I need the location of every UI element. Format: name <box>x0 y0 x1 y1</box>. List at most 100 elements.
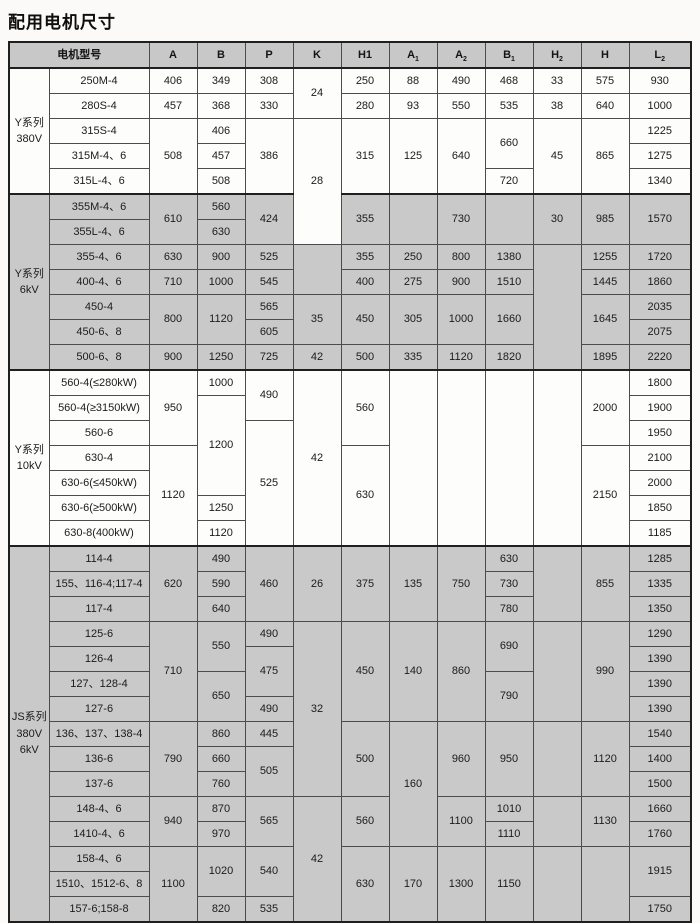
table-cell: 490 <box>436 67 486 94</box>
table-cell: 136-6 <box>48 746 150 772</box>
table-cell: 565 <box>244 294 294 320</box>
table-cell: 630 <box>148 244 198 270</box>
table-row: 126-4 475 1390 <box>9 646 692 697</box>
table-cell: 42 <box>292 344 342 371</box>
column-header: B1 <box>484 41 534 69</box>
table-cell: 280S-4 <box>48 93 150 119</box>
table-cell: 24 <box>292 67 342 119</box>
table-cell: 630-8(400kW) <box>48 520 150 547</box>
table-cell: 1915 <box>628 846 692 897</box>
table-cell: 406 <box>148 67 198 94</box>
table-cell: 1000 <box>436 294 486 345</box>
table-cell: 865 <box>580 118 630 195</box>
table-cell: 720 <box>484 168 534 195</box>
table-cell: 148-4、6 <box>48 796 150 822</box>
table-cell-empty <box>388 369 438 547</box>
table-cell: 630-4 <box>48 445 150 471</box>
table-cell: 136、137、138-4 <box>48 721 150 747</box>
table-cell: 28 <box>292 118 342 245</box>
table-cell-empty <box>292 244 342 295</box>
table-cell: 1225 <box>628 118 692 144</box>
table-cell: 560-4(≤280kW) <box>48 369 150 396</box>
table-row: 137-6 760 1500 <box>9 771 692 797</box>
table-cell: 1900 <box>628 395 692 421</box>
table-cell: 450 <box>340 621 390 722</box>
table-cell: 125-6 <box>48 621 150 647</box>
table-cell: 1400 <box>628 746 692 772</box>
table-cell: 560 <box>196 193 246 220</box>
table-cell: 1290 <box>628 621 692 647</box>
table-cell: 508 <box>196 168 246 195</box>
table-cell: 368 <box>196 93 246 119</box>
table-cell: 605 <box>244 319 294 345</box>
table-cell: 660 <box>484 118 534 169</box>
table-cell: 560-4(≥3150kW) <box>48 395 150 421</box>
table-cell: 1750 <box>628 896 692 923</box>
table-cell: 900 <box>148 344 198 371</box>
table-cell: 1820 <box>484 344 534 371</box>
table-cell: 560-6 <box>48 420 150 446</box>
column-header: 电机型号 <box>8 41 150 69</box>
section-label: Y系列 380V <box>8 67 50 195</box>
table-row: 158-4、6 1100 1020 540 630 170 1300 1150 1915 <box>9 846 692 923</box>
table-row: 1510、1512-6、8 <box>9 871 691 897</box>
table-cell: 400 <box>340 269 390 295</box>
table-cell: 1120 <box>196 294 246 345</box>
table-cell: 305 <box>388 294 438 345</box>
table-cell: 457 <box>148 93 198 119</box>
table-cell: 45 <box>532 118 582 195</box>
table-cell: 640 <box>436 118 486 195</box>
table-cell: 1660 <box>484 294 534 345</box>
table-cell: 424 <box>244 193 294 245</box>
table-cell: 630 <box>340 445 390 547</box>
table-cell: 1390 <box>628 696 692 722</box>
table-cell: 2000 <box>580 369 630 446</box>
table-cell: 1340 <box>628 168 692 195</box>
section-label: Y系列 10kV <box>8 369 50 547</box>
table-row: 500-6、8 900 1250 725 42 500 335 1120 1820 1895 222… <box>9 344 692 371</box>
table-cell: 1000 <box>628 93 692 119</box>
table-cell: 725 <box>244 344 294 371</box>
table-cell: 1285 <box>628 545 692 572</box>
table-cell: 640 <box>580 93 630 119</box>
table-cell: 630 <box>340 846 390 923</box>
table-cell: 158-4、6 <box>48 846 150 872</box>
table-cell: 500-6、8 <box>48 344 150 371</box>
table-cell: 42 <box>292 369 342 547</box>
table-row: 450-6、8 605 2075 <box>9 319 692 345</box>
table-cell: 308 <box>244 67 294 94</box>
table-cell: 1185 <box>628 520 692 547</box>
table-cell-empty <box>532 846 582 923</box>
table-row: Y系列 10kV 560-4(≤280kW) 950 1000 490 42 560 2000 1… <box>8 369 692 547</box>
table-row: 315S-4 508 406 386 28 315 125 640 660 45 865 1225 <box>9 118 692 245</box>
table-cell: 1540 <box>628 721 692 747</box>
table-cell: 330 <box>244 93 294 119</box>
table-cell: 1255 <box>580 244 630 270</box>
table-cell: 155、116-4;117-4 <box>48 571 150 597</box>
table-cell: 870 <box>196 796 246 822</box>
table-row: 125-6 710 550 490 32 450 140 860 690 990 1290 <box>9 621 692 797</box>
table-cell: 490 <box>244 696 294 722</box>
table-cell: 690 <box>484 621 534 672</box>
table-cell-empty <box>484 193 534 245</box>
table-row: 136、137、138-4 790 860 445 500 160 960 950 1120 15… <box>9 721 692 847</box>
table-row: 400-4、6 710 1000 545 400 275 900 1510 1445 1860 <box>9 269 692 295</box>
table-cell: 2150 <box>580 445 630 547</box>
table-cell: 315L-4、6 <box>48 168 150 195</box>
table-cell: 710 <box>148 621 198 722</box>
table-cell: 590 <box>196 571 246 597</box>
table-cell: 930 <box>628 67 692 94</box>
table-cell: 157-6;158-8 <box>48 896 150 923</box>
table-cell: 1130 <box>580 796 630 847</box>
table-cell: 545 <box>244 269 294 295</box>
table-cell: 1445 <box>580 269 630 295</box>
table-cell: 560 <box>340 369 390 446</box>
table-row: 355L-4、6 630 <box>9 219 691 245</box>
table-cell: 540 <box>244 846 294 897</box>
table-cell: 1020 <box>196 846 246 897</box>
section-label: JS系列 380V 6kV <box>8 545 50 923</box>
table-cell: 400-4、6 <box>48 269 150 295</box>
table-cell: 468 <box>484 67 534 94</box>
table-cell: 315S-4 <box>48 118 150 144</box>
table-cell: 140 <box>388 621 438 722</box>
